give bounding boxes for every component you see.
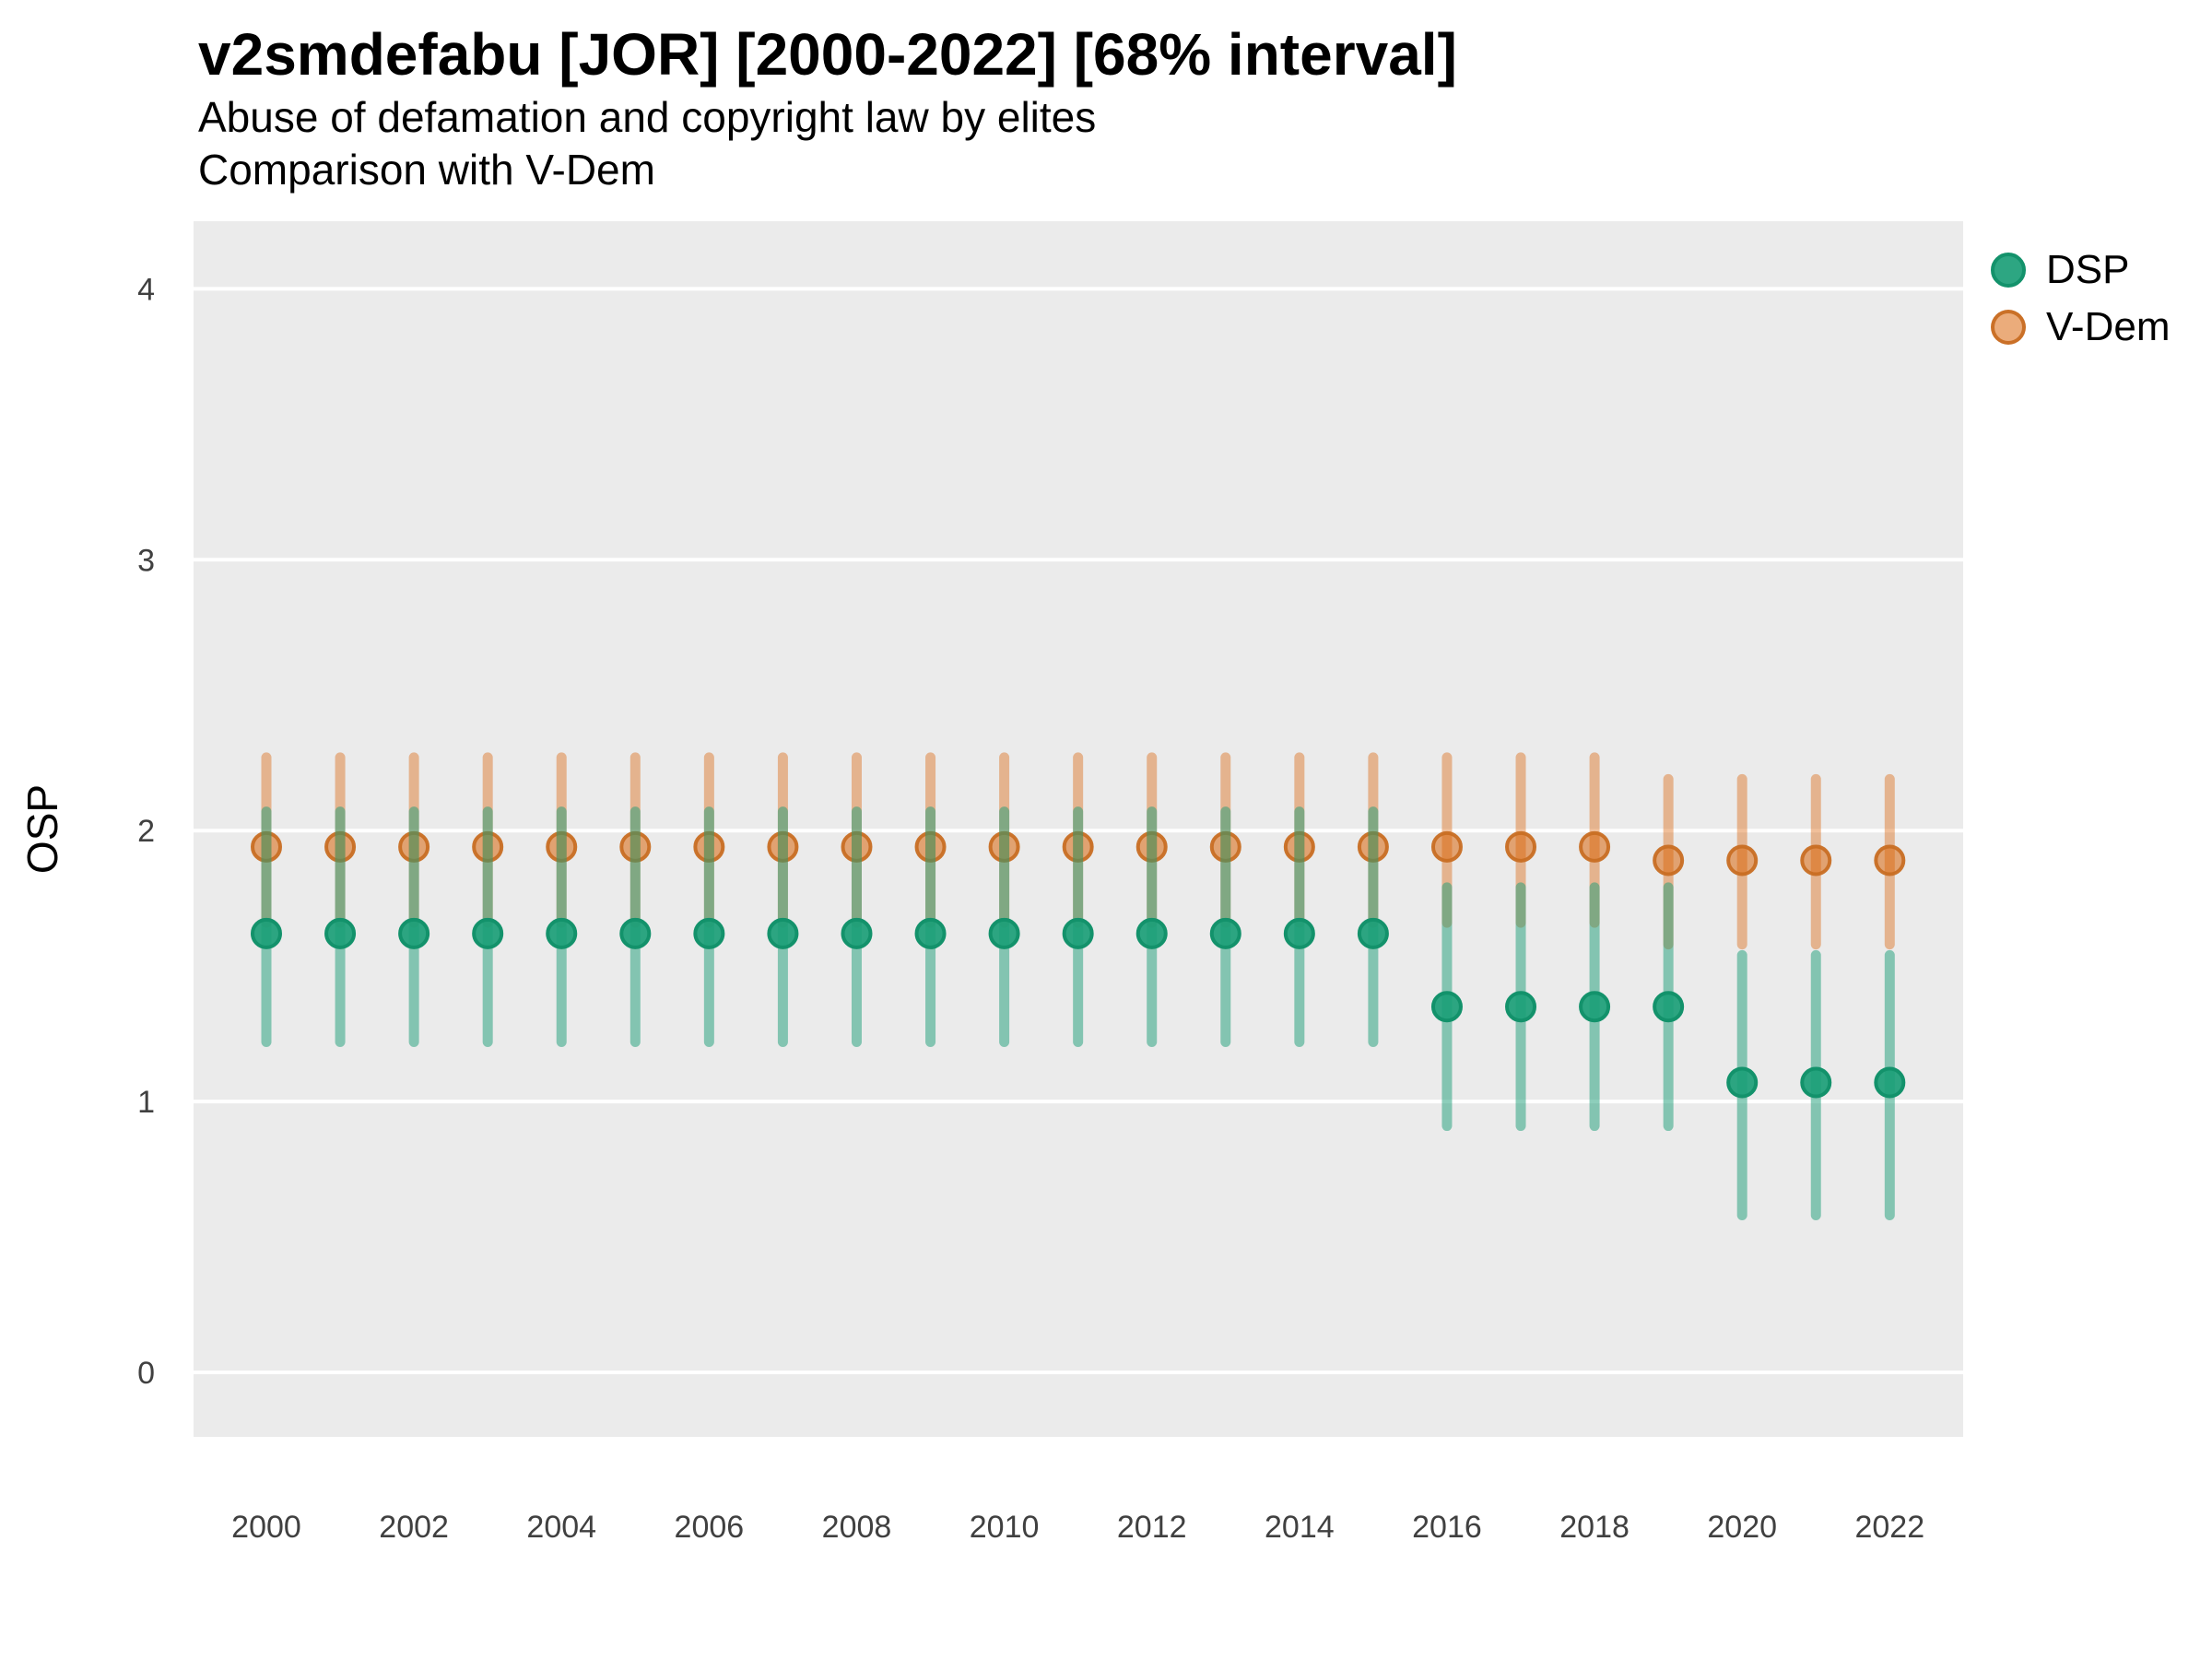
vdem-data-point (1726, 844, 1759, 877)
x-tick-label: 2000 (231, 1510, 301, 1545)
dsp-data-point (1874, 1066, 1906, 1099)
x-tick-label: 2012 (1117, 1510, 1187, 1545)
dsp-data-point (398, 917, 430, 949)
vdem-data-point (1800, 844, 1832, 877)
dsp-data-point (1283, 917, 1315, 949)
x-tick-label: 2008 (822, 1510, 892, 1545)
x-tick-label: 2004 (526, 1510, 596, 1545)
dsp-data-point (767, 917, 799, 949)
dsp-data-point (1430, 991, 1463, 1023)
dsp-data-point (1505, 991, 1537, 1023)
dsp-data-point (1800, 1066, 1832, 1099)
x-tick-label: 2006 (675, 1510, 745, 1545)
y-tick-label: 0 (137, 1356, 155, 1391)
vdem-data-point (1874, 844, 1906, 877)
legend-item-vdem: V-Dem (1991, 304, 2171, 349)
x-tick-label: 2002 (379, 1510, 449, 1545)
dsp-data-point (693, 917, 725, 949)
dsp-data-point (1135, 917, 1168, 949)
page-subtitle: Abuse of defamation and copyright law by… (198, 93, 1097, 141)
vdem-data-point (1653, 844, 1685, 877)
vdem-circle-icon (1991, 310, 2026, 345)
dsp-data-point (914, 917, 947, 949)
dsp-data-point (472, 917, 504, 949)
dsp-circle-icon (1991, 253, 2026, 288)
x-tick-label: 2020 (1707, 1510, 1777, 1545)
dsp-data-point (619, 917, 652, 949)
legend-item-dsp: DSP (1991, 247, 2170, 292)
dsp-data-point (1726, 1066, 1759, 1099)
dsp-data-point (988, 917, 1020, 949)
x-tick-label: 2010 (970, 1510, 1040, 1545)
y-tick-label: 4 (137, 272, 155, 307)
y-tick-label: 1 (137, 1085, 155, 1120)
x-tick-label: 2018 (1559, 1510, 1630, 1545)
vdem-data-point (1430, 830, 1463, 863)
y-axis-title: OSP (18, 784, 66, 874)
legend: DSP V-Dem (1991, 247, 2171, 349)
dsp-data-point (324, 917, 357, 949)
x-tick-label: 2022 (1854, 1510, 1924, 1545)
dsp-data-point (251, 917, 282, 949)
page-subtitle-2: Comparison with V-Dem (198, 146, 655, 194)
vdem-data-point (1579, 830, 1611, 863)
x-tick-label: 2014 (1265, 1510, 1335, 1545)
dsp-data-point (1357, 917, 1389, 949)
dsp-data-point (1579, 991, 1611, 1023)
x-tick-label: 2016 (1412, 1510, 1482, 1545)
legend-label-vdem: V-Dem (2046, 304, 2171, 349)
page-title: v2smdefabu [JOR] [2000-2022] [68% interv… (198, 21, 1457, 88)
dsp-data-point (1062, 917, 1094, 949)
dsp-data-point (1653, 991, 1685, 1023)
dsp-data-point (841, 917, 873, 949)
dsp-data-point (546, 917, 578, 949)
y-tick-label: 2 (137, 814, 155, 849)
vdem-data-point (1505, 830, 1537, 863)
dsp-data-point (1209, 917, 1241, 949)
legend-label-dsp: DSP (2046, 247, 2130, 292)
y-tick-label: 3 (137, 543, 155, 578)
